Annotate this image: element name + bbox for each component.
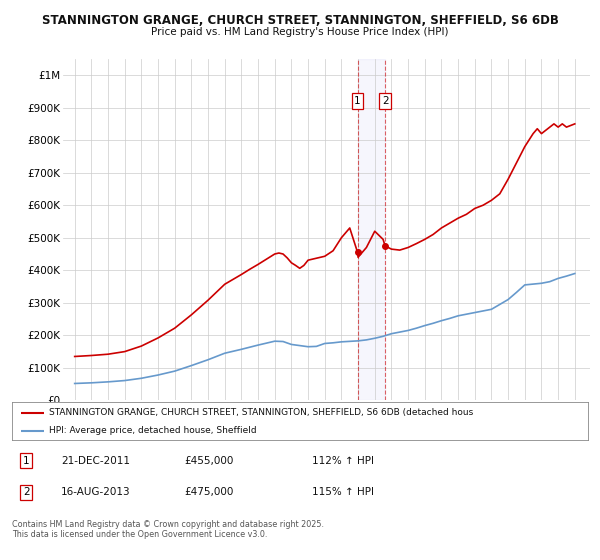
Bar bbox=[358, 59, 385, 400]
Text: STANNINGTON GRANGE, CHURCH STREET, STANNINGTON, SHEFFIELD, S6 6DB (detached hous: STANNINGTON GRANGE, CHURCH STREET, STANN… bbox=[49, 408, 473, 417]
Text: 112% ↑ HPI: 112% ↑ HPI bbox=[311, 455, 374, 465]
Text: Contains HM Land Registry data © Crown copyright and database right 2025.
This d: Contains HM Land Registry data © Crown c… bbox=[12, 520, 324, 539]
Text: STANNINGTON GRANGE, CHURCH STREET, STANNINGTON, SHEFFIELD, S6 6DB: STANNINGTON GRANGE, CHURCH STREET, STANN… bbox=[41, 14, 559, 27]
Text: 115% ↑ HPI: 115% ↑ HPI bbox=[311, 487, 374, 497]
Text: Price paid vs. HM Land Registry's House Price Index (HPI): Price paid vs. HM Land Registry's House … bbox=[151, 27, 449, 37]
Text: £475,000: £475,000 bbox=[185, 487, 234, 497]
Text: £455,000: £455,000 bbox=[185, 455, 234, 465]
Text: 2: 2 bbox=[23, 487, 30, 497]
Text: HPI: Average price, detached house, Sheffield: HPI: Average price, detached house, Shef… bbox=[49, 426, 257, 435]
Text: 21-DEC-2011: 21-DEC-2011 bbox=[61, 455, 130, 465]
Text: 1: 1 bbox=[354, 96, 361, 106]
Text: 1: 1 bbox=[23, 455, 30, 465]
Text: 2: 2 bbox=[382, 96, 388, 106]
Text: 16-AUG-2013: 16-AUG-2013 bbox=[61, 487, 131, 497]
